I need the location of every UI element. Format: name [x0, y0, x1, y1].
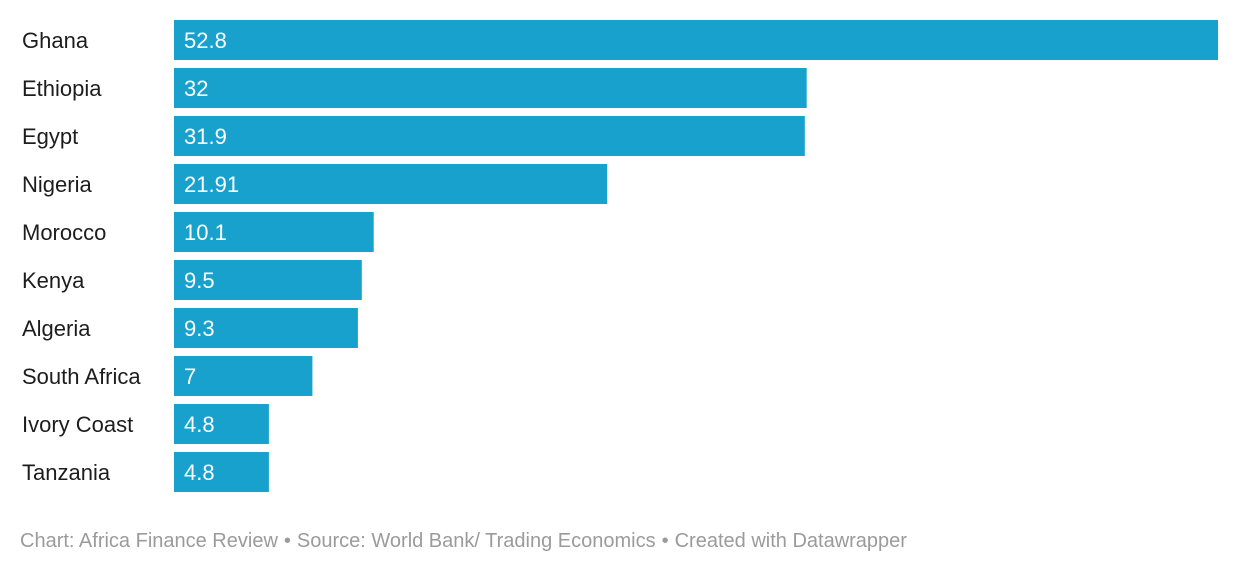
- value-label: 32: [184, 76, 208, 101]
- value-label: 9.5: [184, 268, 215, 293]
- chart-source: Source: World Bank/ Trading Economics: [296, 530, 656, 552]
- footer-separator: •: [661, 530, 669, 552]
- bar-row: Algeria 9.3: [22, 308, 358, 348]
- value-label: 7: [184, 364, 196, 389]
- footer-separator: •: [283, 530, 291, 552]
- bar: [174, 20, 1218, 60]
- value-label: 21.91: [184, 172, 239, 197]
- bar: [174, 68, 807, 108]
- bar: [174, 212, 374, 252]
- value-label: 31.9: [184, 124, 227, 149]
- bar-row: Morocco 10.1: [22, 212, 374, 252]
- bar: [174, 260, 362, 300]
- category-label: Tanzania: [22, 460, 111, 485]
- category-label: Ghana: [22, 28, 89, 53]
- bar-row: Ethiopia 32: [22, 68, 807, 108]
- category-label: Morocco: [22, 220, 106, 245]
- bar: [174, 164, 608, 204]
- category-label: Algeria: [22, 316, 91, 341]
- bar-row: Ivory Coast 4.8: [22, 404, 269, 444]
- bar: [174, 308, 358, 348]
- created-with: Created with Datawrapper: [674, 530, 907, 552]
- bar-row: Egypt 31.9: [22, 116, 805, 156]
- value-label: 4.8: [184, 460, 215, 485]
- value-label: 4.8: [184, 412, 215, 437]
- bar-row: Nigeria 21.91: [22, 164, 608, 204]
- bar-row: Kenya 9.5: [22, 260, 362, 300]
- category-label: Kenya: [22, 268, 85, 293]
- category-label: South Africa: [22, 364, 141, 389]
- bar-row: Tanzania 4.8: [22, 452, 269, 492]
- category-label: Nigeria: [22, 172, 92, 197]
- bar: [174, 356, 313, 396]
- value-label: 9.3: [184, 316, 215, 341]
- value-label: 10.1: [184, 220, 227, 245]
- bar: [174, 452, 269, 492]
- category-label: Ethiopia: [22, 76, 102, 101]
- bar-row: Ghana 52.8: [22, 20, 1218, 60]
- chart-credit: Chart: Africa Finance Review: [20, 530, 278, 552]
- bars-layer: Ghana 52.8 Ethiopia 32 Egypt 31.9 Nigeria 21.91…: [22, 20, 1218, 492]
- bar: [174, 116, 805, 156]
- category-label: Ivory Coast: [22, 412, 133, 437]
- bar-row: South Africa 7: [22, 356, 313, 396]
- value-label: 52.8: [184, 28, 227, 53]
- chart-footer: Chart: Africa Finance Review • Source: Wor…: [20, 530, 907, 553]
- bar: [174, 404, 269, 444]
- category-label: Egypt: [22, 124, 78, 149]
